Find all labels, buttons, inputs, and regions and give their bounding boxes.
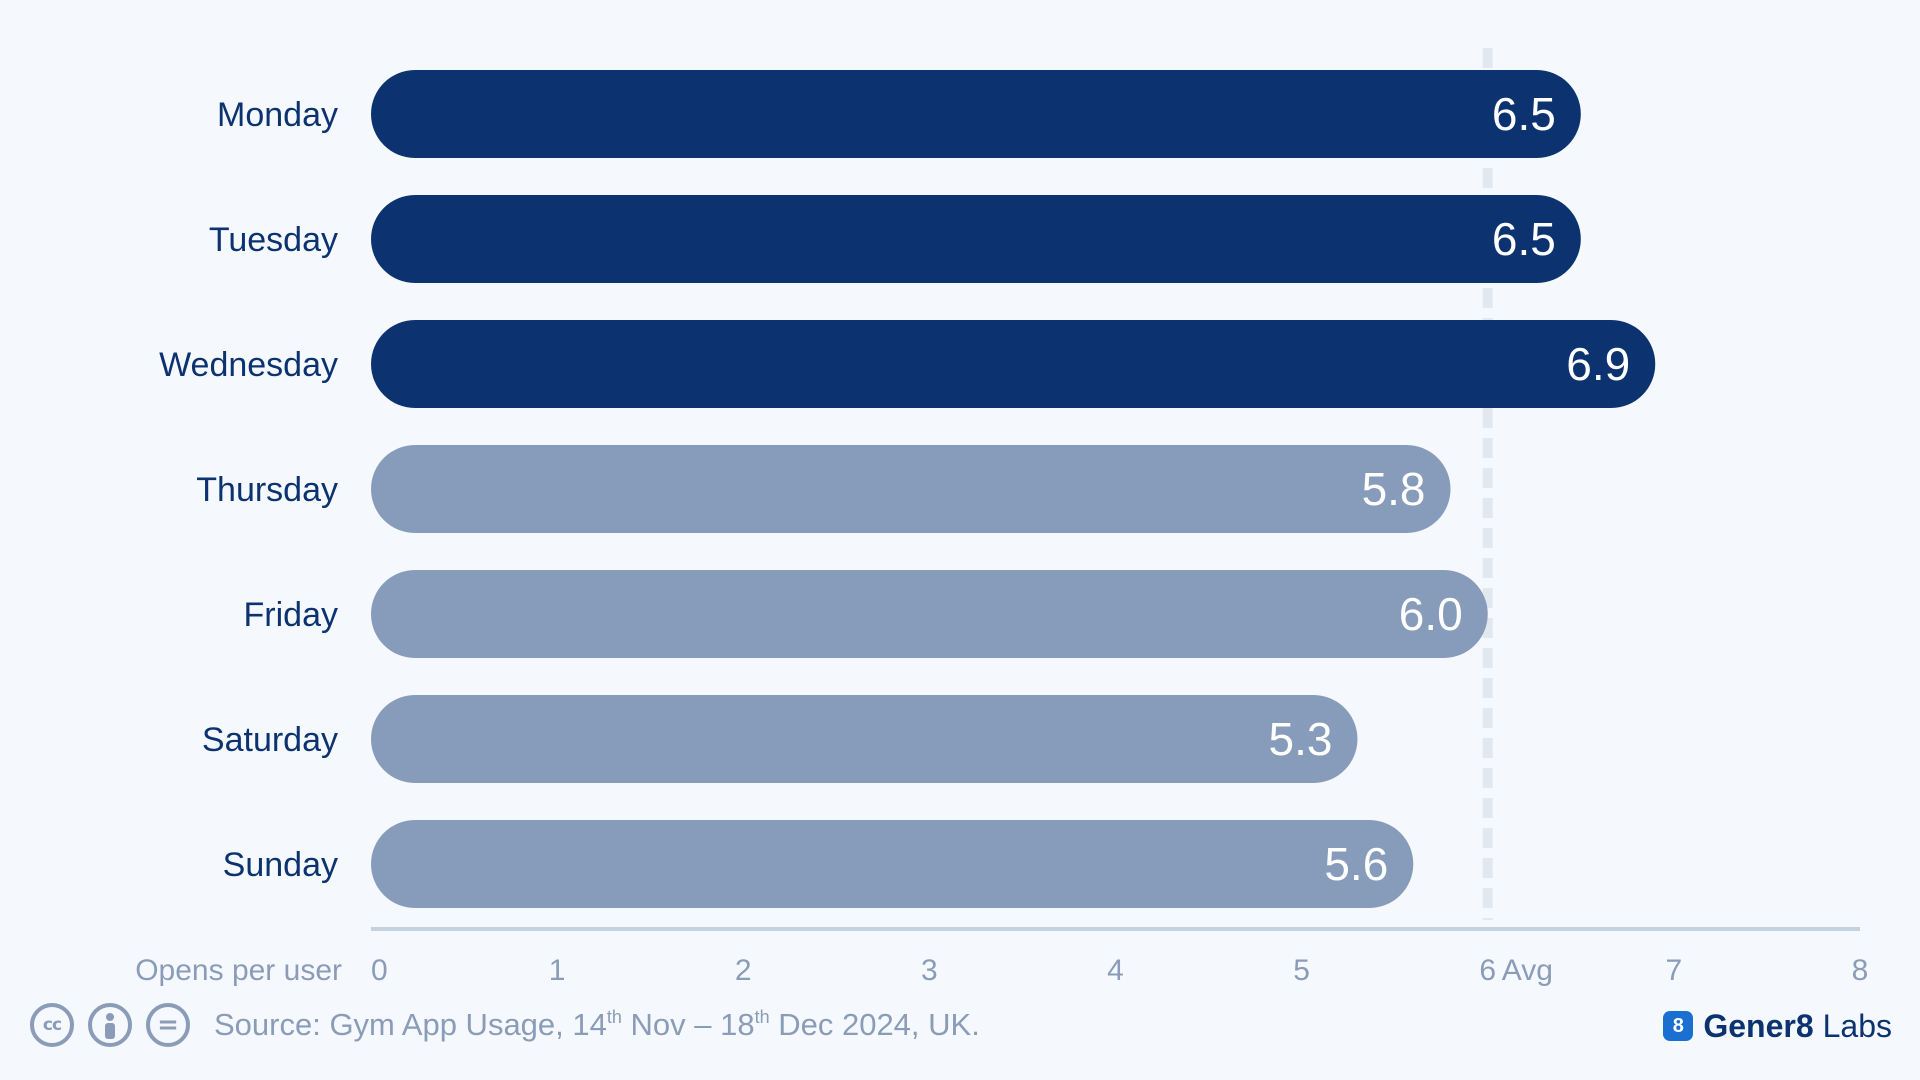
creative-commons-icon: cc [30, 1003, 74, 1047]
brand-name: Gener8 [1703, 1007, 1814, 1044]
brand: 8 Gener8 Labs [1663, 1004, 1892, 1048]
x-tick-label: 8 [1852, 954, 1869, 987]
attribution-icon [88, 1003, 132, 1047]
bar-value-label: 6.0 [1399, 588, 1463, 640]
bar-value-label: 5.6 [1324, 838, 1388, 890]
bar-value-label: 6.5 [1492, 88, 1556, 140]
bar-tuesday [371, 195, 1581, 283]
x-tick-label: 0 [371, 954, 388, 987]
bar-friday [371, 570, 1488, 658]
x-tick-label: 7 [1666, 954, 1683, 987]
brand-suffix: Labs [1822, 1007, 1892, 1044]
bar-wednesday [371, 320, 1656, 408]
x-tick-label: 4 [1107, 954, 1124, 987]
category-label: Wednesday [159, 346, 338, 384]
no-derivatives-icon: = [146, 1003, 190, 1047]
source-note: Source: Gym App Usage, 14th Nov – 18th D… [214, 1007, 980, 1042]
bar-monday [371, 70, 1581, 158]
bar-value-label: 6.5 [1492, 213, 1556, 265]
bar-value-label: 5.8 [1362, 463, 1426, 515]
bar-value-label: 6.9 [1566, 338, 1630, 390]
footer: cc = Source: Gym App Usage, 14th Nov – 1… [30, 998, 980, 1052]
category-label: Saturday [202, 721, 338, 759]
bar-thursday [371, 445, 1451, 533]
bar-value-label: 5.3 [1269, 713, 1333, 765]
category-label: Friday [244, 596, 338, 634]
average-line-label: Avg [1502, 954, 1553, 987]
category-label: Monday [217, 96, 338, 134]
bar-sunday [371, 820, 1414, 908]
x-tick-label: 2 [735, 954, 752, 987]
brand-logo-icon: 8 [1663, 1011, 1694, 1041]
x-tick-label: 3 [921, 954, 938, 987]
bar-saturday [371, 695, 1358, 783]
x-axis-title: Opens per user [135, 954, 342, 987]
category-label: Thursday [196, 471, 338, 509]
x-tick-label: 6 [1479, 954, 1496, 987]
bar-chart: 6.5 Monday 6.5 Tuesday 6.9 Wednesday 5.8 Thursd… [135, 48, 1869, 987]
x-tick-label: 5 [1293, 954, 1310, 987]
category-label: Sunday [223, 846, 338, 884]
x-tick-label: 1 [549, 954, 566, 987]
category-label: Tuesday [209, 221, 338, 259]
